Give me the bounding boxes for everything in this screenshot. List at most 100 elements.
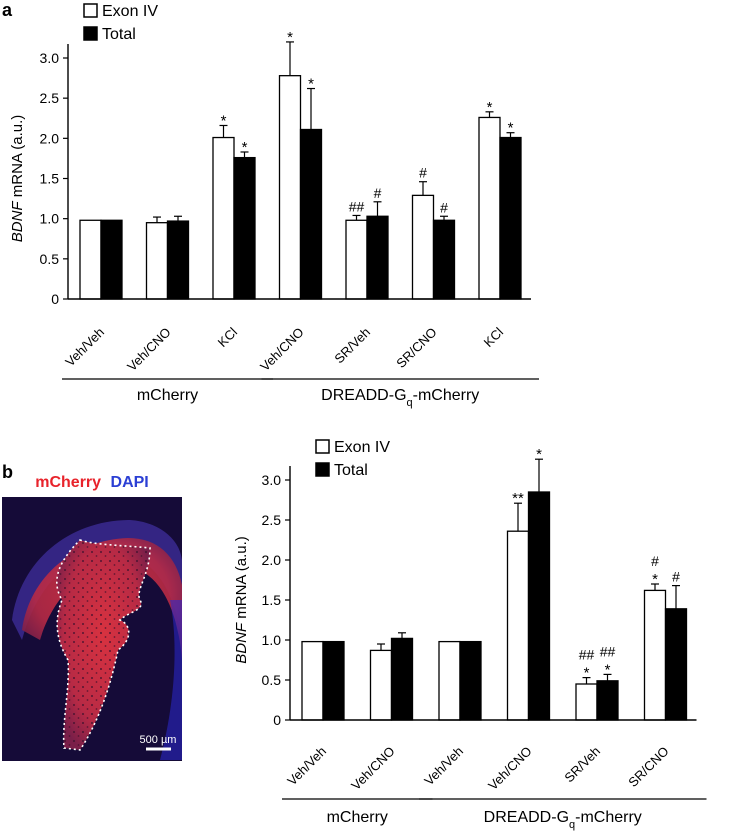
panel-b-bar-exon [438, 640, 461, 721]
panel-b-category-label: Veh/Veh [284, 744, 329, 789]
chart-panel-a: 0 0.5 1.0 1.5 2.0 2.5 3.0 BDNF mRNA (a.u.) Veh/V… [9, 29, 539, 409]
panel-b-group-label: mCherry [327, 809, 388, 826]
legend-b-exon-swatch [315, 439, 330, 454]
panel-a-significance-mark: * [242, 139, 248, 156]
scale-bar-label: 500 µm [140, 734, 177, 746]
legend-b-total-swatch [315, 462, 330, 477]
panel-a-y-tick-label: 2.0 [40, 130, 60, 146]
panel-a-bar-total [432, 219, 456, 300]
panel-a-category-label: KCl [215, 324, 240, 349]
panel-a-group-label: DREADD-Gq-mCherry [321, 387, 479, 409]
striatum-outline [56, 539, 151, 751]
panel-b-bar-total [322, 640, 345, 721]
panel-b-y-tick-label: 3.0 [262, 472, 282, 488]
panel-b-bar-total [596, 680, 619, 721]
panel-a-category-label: Veh/CNO [124, 325, 173, 374]
panel-b-bar-total [527, 491, 551, 721]
panel-b-bar-exon [301, 640, 324, 721]
right-edge-blue [160, 600, 182, 760]
panel-b-bar-exon [643, 589, 667, 721]
panel-a-significance-mark: ## [349, 198, 365, 214]
panel-b-significance-mark: * [584, 665, 590, 682]
panel-b-significance-mark: * [652, 571, 658, 588]
dapi-channel-label: DAPI [111, 474, 149, 491]
microscopy-title: mCherry DAPI [35, 474, 149, 491]
panel-b-significance-mark: ** [512, 490, 524, 507]
chart-panel-b: 0 0.5 1.0 1.5 2.0 2.5 3.0 BDNF mRNA (a.u.) Veh/V… [233, 446, 707, 831]
panel-a-significance-mark: # [374, 185, 382, 201]
panel-a-bar-exon [79, 219, 102, 300]
panel-b-bar-exon [506, 530, 530, 721]
legend-a-total-label: Total [102, 26, 136, 43]
panel-b-group-label-sub: q [569, 819, 575, 831]
panel-a-bar-total [499, 136, 522, 300]
panel-a-category-label: KCl [481, 324, 506, 349]
panel-a-group-label-main: mCherry [137, 387, 198, 404]
panel-b-significance-mark: * [605, 661, 611, 678]
panel-b-y-tick-label: 1.0 [262, 632, 282, 648]
microscopy-image [2, 497, 182, 761]
panel-b-bar-total [664, 608, 688, 721]
panel-b-group-label: DREADD-Gq-mCherry [484, 809, 642, 831]
legend-b: Exon IV Total [315, 439, 390, 479]
panel-a-significance-mark: * [308, 76, 314, 93]
panel-b-category-label: SR/CNO [625, 744, 671, 790]
panel-a-group-label-rest: -mCherry [413, 387, 480, 404]
panel-b-letter: b [2, 462, 13, 482]
panel-b-significance-mark: # [651, 553, 659, 569]
panel-b-significance-mark: ## [600, 643, 616, 659]
panel-a-bar-exon [278, 75, 302, 300]
panel-a-bar-exon [478, 116, 501, 300]
panel-b-significance-mark: ## [579, 647, 595, 663]
panel-a-bar-total [366, 215, 389, 300]
panel-b-group-label-main: DREADD-G [484, 809, 569, 826]
panel-a-group-label: mCherry [137, 387, 198, 404]
panel-b-category-label: Veh/Veh [421, 744, 466, 789]
panel-a-bar-exon [212, 136, 235, 300]
panel-b-y-tick-label: 2.0 [262, 552, 282, 568]
panel-a-bar-exon [145, 222, 169, 300]
panel-a-bar-exon [345, 219, 368, 300]
mcherry-channel-label: mCherry [35, 474, 101, 491]
panel-b-category-label: SR/Veh [561, 744, 603, 786]
panel-a-category-label: Veh/CNO [257, 325, 306, 374]
legend-b-exon-label: Exon IV [334, 439, 390, 456]
panel-b-significance-mark: * [536, 446, 542, 463]
panel-a-y-tick-label: 2.5 [40, 90, 60, 106]
panel-b-bar-exon [575, 683, 598, 721]
panel-a-bar-total [166, 220, 190, 300]
panel-a-y-tick-label: 0 [51, 291, 59, 307]
panel-a-category-label: Veh/Veh [62, 325, 107, 370]
panel-a-y-axis-label-italic: BDNF [9, 201, 26, 243]
panel-a-y-tick-label: 1.0 [40, 211, 60, 227]
panel-a-group-label-sub: q [407, 397, 413, 409]
panel-b-significance-mark: # [672, 569, 680, 585]
legend-b-total-label: Total [334, 462, 368, 479]
panel-a-significance-mark: # [440, 199, 448, 215]
panel-b-y-tick-label: 2.5 [262, 512, 282, 528]
panel-a-y-tick-label: 1.5 [40, 171, 60, 187]
panel-a-bar-exon [411, 194, 435, 300]
panel-b-category-label: Veh/CNO [348, 744, 397, 793]
legend-a-exon-label: Exon IV [102, 3, 158, 20]
panel-a-y-axis-label: BDNF mRNA (a.u.) [9, 115, 26, 243]
panel-b-bar-total [459, 640, 482, 721]
panel-a-y-tick-label: 3.0 [40, 50, 60, 66]
panel-a-category-label: SR/CNO [393, 325, 439, 371]
panel-b-bar-total [390, 637, 414, 721]
panel-a-significance-mark: * [287, 29, 293, 46]
panel-a-bar-total [299, 128, 323, 300]
panel-a-significance-mark: * [487, 99, 493, 116]
panel-a-significance-mark: * [508, 120, 514, 137]
panel-a-significance-mark: # [419, 165, 427, 181]
panel-b-group-label-main: mCherry [327, 809, 388, 826]
panel-a-bar-total [100, 219, 123, 300]
panel-a-y-axis-label-rest: mRNA (a.u.) [9, 115, 26, 202]
panel-b-y-tick-label: 0 [273, 712, 281, 728]
panel-b-y-axis-label-rest: mRNA (a.u.) [233, 536, 250, 623]
panel-b-y-tick-label: 0.5 [262, 672, 282, 688]
legend-a: Exon IV Total [83, 3, 158, 43]
panel-b-y-axis-label: BDNF mRNA (a.u.) [233, 536, 250, 664]
panel-a-y-tick-label: 0.5 [40, 251, 60, 267]
